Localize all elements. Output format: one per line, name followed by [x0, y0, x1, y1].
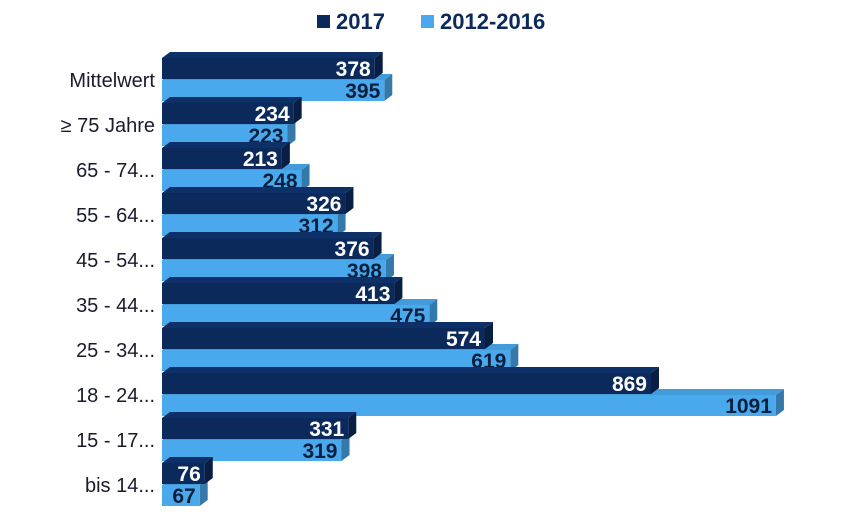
bar-2017: 413: [162, 277, 403, 306]
category-label: 35 - 44...: [76, 295, 155, 317]
bar-2017: 869: [162, 367, 660, 396]
bar-top-face: [162, 232, 382, 238]
bar-2017: 331: [162, 412, 357, 441]
bar-front-face: [162, 103, 294, 124]
bar-2017: 326: [162, 187, 354, 216]
data-label: 326: [306, 193, 341, 216]
bar-side-face: [348, 412, 357, 439]
data-label: 67: [172, 485, 195, 508]
bar-side-face: [775, 389, 784, 416]
bar-side-face: [384, 74, 393, 101]
bar-side-face: [287, 119, 296, 146]
bar-front-face: [162, 305, 430, 326]
category-label: 25 - 34...: [76, 340, 155, 362]
data-label: 413: [355, 283, 390, 306]
bar-2017: 378: [162, 52, 383, 81]
data-label: 574: [446, 328, 481, 351]
bar-side-face: [337, 209, 346, 236]
bar-front-face: [162, 238, 374, 259]
bar-side-face: [374, 52, 383, 79]
legend-label-2017: 2017: [336, 9, 385, 34]
bar-front-face: [162, 463, 205, 484]
category-label: ≥ 75 Jahre: [61, 115, 155, 137]
bar-front-face: [162, 373, 652, 394]
bar-side-face: [373, 232, 382, 259]
data-label: 1091: [725, 395, 772, 418]
bar-front-face: [162, 283, 395, 304]
bar-side-face: [429, 299, 438, 326]
bar-front-face: [162, 485, 200, 506]
bar-2017: 376: [162, 232, 382, 261]
bar-side-face: [341, 434, 350, 461]
bar-side-face: [301, 164, 310, 191]
data-label: 378: [336, 58, 371, 81]
bar-side-face: [199, 479, 208, 506]
bar-top-face: [162, 97, 302, 103]
bar-side-face: [394, 277, 403, 304]
category-labels: Mittelwert ≥ 75 Jahre 65 - 74... 55 - 64...…: [61, 70, 156, 497]
bar-side-face: [510, 344, 519, 371]
data-label: 213: [243, 148, 278, 171]
bar-front-face: [162, 148, 282, 169]
bar-front-face: [162, 215, 338, 236]
bar-front-face: [162, 125, 288, 146]
bar-front-face: [162, 193, 346, 214]
category-label: Mittelwert: [69, 70, 155, 92]
bars: 3953782232342482133123263983764754136195…: [162, 52, 784, 508]
bar-top-face: [162, 322, 494, 328]
category-label: 65 - 74...: [76, 160, 155, 182]
bar-side-face: [281, 142, 290, 169]
bar-2017: 76: [162, 457, 213, 486]
bar-top-face: [162, 457, 213, 463]
bar-front-face: [162, 350, 511, 371]
data-label: 331: [309, 418, 344, 441]
bar-2017: 234: [162, 97, 302, 126]
bar-top-face: [162, 412, 357, 418]
data-label: 234: [255, 103, 290, 126]
bar-top-face: [162, 187, 354, 193]
bar-top-face: [162, 52, 383, 58]
bar-top-face: [162, 367, 660, 373]
bar-2017: 574: [162, 322, 494, 351]
legend: 2017 2012-2016: [317, 9, 545, 34]
data-label: 319: [302, 440, 337, 463]
bar-top-face: [162, 277, 403, 283]
bar-side-face: [345, 187, 354, 214]
data-label: 869: [612, 373, 647, 396]
category-label: 15 - 17...: [76, 430, 155, 452]
category-label: 55 - 64...: [76, 205, 155, 227]
bar-front-face: [162, 260, 386, 281]
bar-front-face: [162, 418, 349, 439]
data-label: 395: [345, 80, 380, 103]
bar-front-face: [162, 80, 385, 101]
bar-front-face: [162, 170, 302, 191]
legend-swatch-2012-2016: [421, 15, 434, 28]
data-label: 76: [177, 463, 200, 486]
legend-swatch-2017: [317, 15, 330, 28]
bar-side-face: [485, 322, 494, 349]
bar-side-face: [385, 254, 394, 281]
bar-side-face: [204, 457, 213, 484]
bar-front-face: [162, 440, 342, 461]
category-label: 45 - 54...: [76, 250, 155, 272]
bar-side-face: [293, 97, 302, 124]
bar-2017: 213: [162, 142, 290, 171]
data-label: 376: [335, 238, 370, 261]
bar-top-face: [162, 142, 290, 148]
category-label: 18 - 24...: [76, 385, 155, 407]
category-label: bis 14...: [85, 475, 155, 497]
legend-label-2012-2016: 2012-2016: [440, 9, 545, 34]
bar-front-face: [162, 395, 776, 416]
bar-side-face: [651, 367, 660, 394]
bar-front-face: [162, 58, 375, 79]
bar-front-face: [162, 328, 486, 349]
